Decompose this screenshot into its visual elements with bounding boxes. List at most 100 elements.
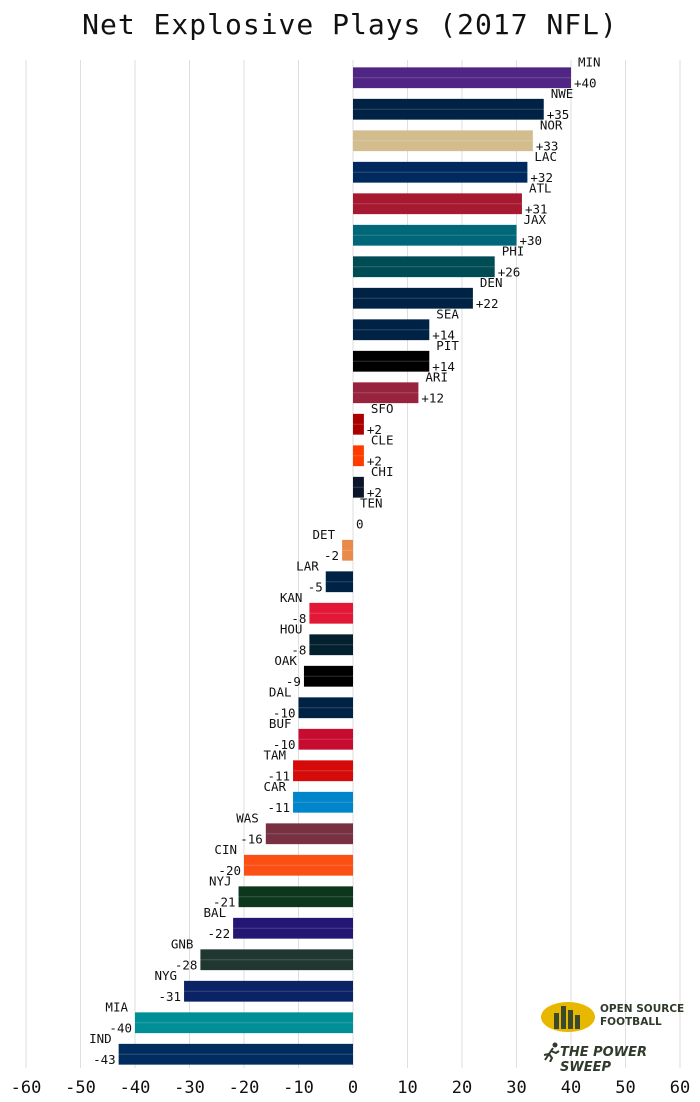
bar-value-label: +12 bbox=[421, 391, 444, 406]
x-tick-label: -20 bbox=[229, 1078, 260, 1098]
logo-line-3: THE POWER SWEEP bbox=[560, 1045, 647, 1075]
bar-cin bbox=[244, 854, 353, 876]
bar-nor bbox=[353, 130, 533, 152]
runner-icon bbox=[543, 1042, 560, 1062]
bar-ind bbox=[118, 1043, 354, 1065]
bar-hou bbox=[309, 634, 353, 656]
bar-value-label: +2 bbox=[367, 454, 382, 469]
bar-value-label: +2 bbox=[367, 485, 382, 500]
bar-pit bbox=[353, 350, 430, 372]
bar-team-label: DAL bbox=[269, 684, 292, 699]
bar-jax bbox=[353, 224, 517, 246]
bar-team-label: IND bbox=[89, 1031, 112, 1046]
bar-det bbox=[342, 539, 353, 561]
bar-value-label: -20 bbox=[218, 863, 241, 878]
bar-team-label: BUF bbox=[269, 716, 292, 731]
bar-lac bbox=[353, 161, 528, 183]
x-tick-label: -10 bbox=[283, 1078, 314, 1098]
bar-nyj bbox=[238, 886, 353, 908]
x-tick-label: 60 bbox=[670, 1078, 690, 1098]
x-tick-label: 20 bbox=[452, 1078, 472, 1098]
bar-value-label: -28 bbox=[175, 958, 198, 973]
bar-team-label: CIN bbox=[214, 842, 237, 857]
bar-min bbox=[353, 67, 571, 89]
bar-value-label: +2 bbox=[367, 422, 382, 437]
logo-line-2: FOOTBALL bbox=[600, 1016, 662, 1028]
x-tick-label: 10 bbox=[397, 1078, 417, 1098]
bar-team-label: SEA bbox=[436, 306, 459, 321]
bar-team-label: GNB bbox=[171, 936, 194, 951]
bar-team-label: BAL bbox=[204, 905, 227, 920]
bar-team-label: MIN bbox=[578, 54, 601, 69]
bar-team-label: MIA bbox=[105, 999, 128, 1014]
bar-value-label: +30 bbox=[520, 233, 543, 248]
bar-team-label: KAN bbox=[280, 590, 303, 605]
x-tick-label: 30 bbox=[506, 1078, 526, 1098]
bar-den bbox=[353, 287, 473, 309]
bar-team-label: TAM bbox=[263, 747, 286, 762]
bar-team-label: CHI bbox=[371, 464, 394, 479]
bar-sfo bbox=[353, 413, 364, 435]
bar-value-label: -16 bbox=[240, 832, 263, 847]
bar-team-label: LAC bbox=[534, 149, 557, 164]
chart-title: Net Explosive Plays (2017 NFL) bbox=[82, 8, 618, 41]
x-tick-label: -50 bbox=[65, 1078, 96, 1098]
bar-team-label: SFO bbox=[371, 401, 394, 416]
bar-value-label: -22 bbox=[208, 926, 231, 941]
bar-layer bbox=[118, 67, 571, 1065]
bar-value-label: -2 bbox=[324, 548, 339, 563]
x-tick-label: 50 bbox=[615, 1078, 635, 1098]
bar-nyg bbox=[184, 980, 353, 1002]
x-tick-label: 40 bbox=[561, 1078, 581, 1098]
bar-team-label: ARI bbox=[425, 369, 448, 384]
bar-value-label: -11 bbox=[267, 800, 290, 815]
bar-buf bbox=[298, 728, 353, 750]
bar-team-label: CAR bbox=[263, 779, 286, 794]
x-tick-label: 0 bbox=[348, 1078, 358, 1098]
bar-team-label: CLE bbox=[371, 432, 394, 447]
bar-value-label: +32 bbox=[530, 170, 553, 185]
bar-nwe bbox=[353, 98, 544, 120]
bar-value-label: -8 bbox=[291, 643, 306, 658]
bar-value-label: -31 bbox=[158, 989, 181, 1004]
bar-value-label: -11 bbox=[267, 769, 290, 784]
x-tick-label: -40 bbox=[120, 1078, 151, 1098]
bar-team-label: DEN bbox=[480, 275, 503, 290]
bar-team-label: PIT bbox=[436, 338, 459, 353]
bar-value-label: +14 bbox=[432, 359, 455, 374]
bar-oak bbox=[303, 665, 353, 687]
bar-team-label: LAR bbox=[296, 558, 319, 573]
bar-tam bbox=[293, 760, 353, 782]
bar-team-label: WAS bbox=[236, 810, 259, 825]
bar-value-label: 0 bbox=[356, 517, 364, 532]
bar-mia bbox=[135, 1012, 353, 1034]
x-tick-label: -60 bbox=[11, 1078, 42, 1098]
bar-team-label: NOR bbox=[540, 117, 563, 132]
bar-car bbox=[293, 791, 353, 813]
bar-value-label: +35 bbox=[547, 107, 570, 122]
bar-value-label: -10 bbox=[273, 706, 296, 721]
bar-bal bbox=[233, 917, 353, 939]
bar-value-label: +33 bbox=[536, 139, 559, 154]
tick-layer: -60 -50 -40 -30 -20 -10 0 10 20 30 40 50 60 bbox=[11, 1078, 691, 1098]
bar-atl bbox=[353, 193, 522, 215]
bar-ari bbox=[353, 382, 419, 404]
bar-team-label: OAK bbox=[274, 653, 297, 668]
bar-lar bbox=[325, 571, 353, 593]
bar-value-label: -40 bbox=[109, 1021, 132, 1036]
bar-team-label: NYG bbox=[154, 968, 177, 983]
bar-value-label: -10 bbox=[273, 737, 296, 752]
bar-sea bbox=[353, 319, 430, 341]
bar-team-label: PHI bbox=[502, 243, 525, 258]
bar-value-label: -9 bbox=[286, 674, 301, 689]
bar-value-label: +22 bbox=[476, 296, 499, 311]
bar-team-label: HOU bbox=[280, 621, 303, 636]
bar-value-label: +26 bbox=[498, 265, 521, 280]
football-logo-icon bbox=[541, 1002, 595, 1032]
open-source-football-logo: OPEN SOURCE FOOTBALL THE POWER SWEEP bbox=[540, 1000, 690, 1075]
bar-gnb bbox=[200, 949, 353, 971]
bar-chi bbox=[353, 476, 364, 498]
bar-value-label: -8 bbox=[291, 611, 306, 626]
